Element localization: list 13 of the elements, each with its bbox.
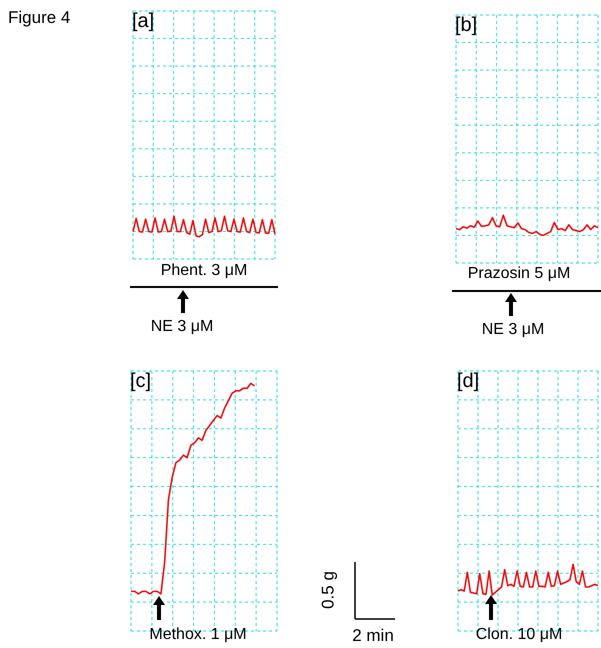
text: 2 min <box>352 626 394 645</box>
annotation: Clon. 10 μM <box>476 626 562 644</box>
text: 0.5 g <box>318 571 338 609</box>
chart-title: [c] <box>130 370 152 392</box>
chart-title: [b] <box>455 14 478 36</box>
chart-title: [d] <box>457 370 480 392</box>
chart-title: [a] <box>132 10 154 32</box>
text: NE 3 μM <box>150 318 214 336</box>
text: Prazosin 5 μM <box>468 265 570 283</box>
text: NE 3 μM <box>482 321 544 339</box>
annotation: Methox. 1 μM <box>149 626 247 644</box>
caption: Figure 4 <box>8 8 70 27</box>
text: Phent. 3 μM <box>160 262 248 280</box>
